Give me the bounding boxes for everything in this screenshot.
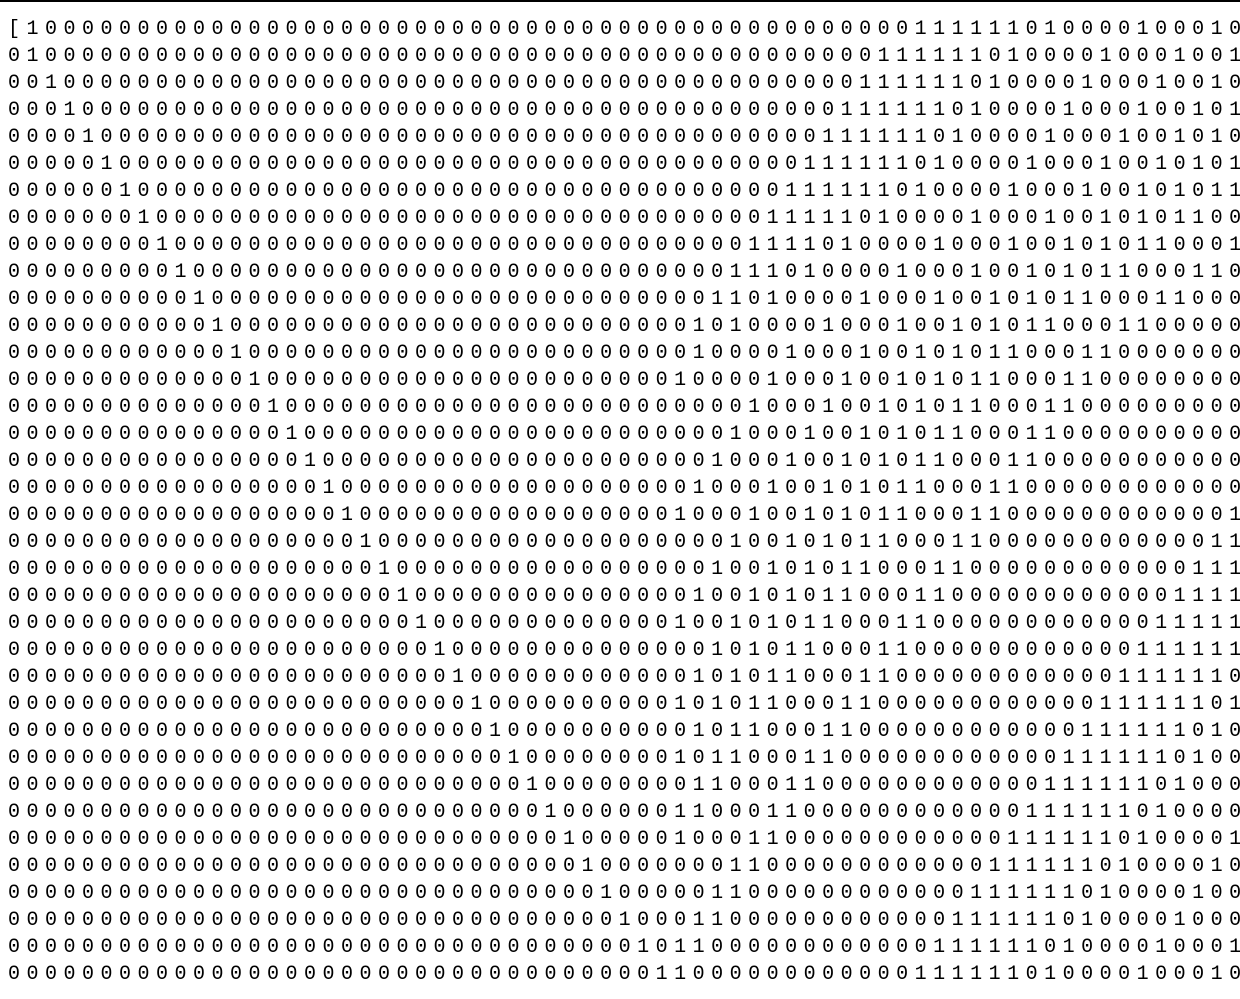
binary-matrix: [100000000000000000000000000000000000000… — [0, 0, 1240, 996]
